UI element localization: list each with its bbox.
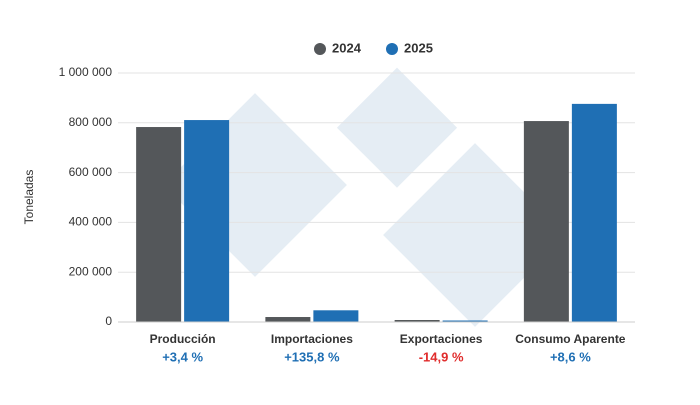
change-label: +135,8 % [284, 349, 340, 364]
y-tick-label: 400 000 [69, 215, 113, 229]
bar [442, 320, 488, 322]
legend-marker [314, 43, 326, 55]
x-tick-label: Producción [150, 332, 216, 346]
bar [571, 103, 617, 322]
legend-label: 2024 [332, 40, 362, 55]
change-label: -14,9 % [419, 349, 464, 364]
bar [313, 310, 359, 322]
watermark-diamond [336, 67, 458, 188]
x-tick-label: Exportaciones [400, 332, 483, 346]
bar [265, 317, 311, 322]
bar [523, 121, 569, 322]
y-tick-label: 800 000 [69, 115, 113, 129]
bar [184, 120, 230, 322]
y-tick-label: 200 000 [69, 264, 113, 278]
y-tick-label: 600 000 [69, 165, 113, 179]
change-label: +3,4 % [162, 349, 203, 364]
y-tick-label: 1 000 000 [59, 65, 113, 79]
legend-marker [386, 43, 398, 55]
change-label: +8,6 % [550, 349, 591, 364]
y-tick-label: 0 [105, 314, 112, 328]
x-tick-label: Importaciones [271, 332, 353, 346]
watermark-diamond [383, 143, 567, 327]
x-tick-label: Consumo Aparente [515, 332, 626, 346]
legend-label: 2025 [404, 40, 433, 55]
bar [136, 127, 182, 323]
bar [394, 320, 440, 322]
y-axis-label: Toneladas [22, 170, 36, 225]
